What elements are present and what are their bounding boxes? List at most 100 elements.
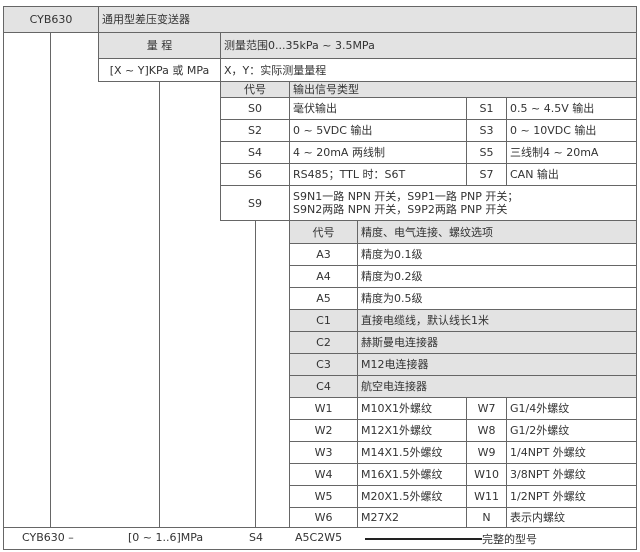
output-code: S1 (466, 97, 507, 120)
option-desc: 精度为0.2级 (357, 265, 637, 288)
output-desc: 毫伏输出 (289, 97, 467, 120)
thread-code-text: W9 (477, 446, 496, 459)
output-code: S3 (466, 119, 507, 142)
thread-desc-text: M27X2 (361, 511, 400, 524)
output-code: S2 (220, 119, 290, 142)
output-desc: 三线制4 ~ 20mA (506, 141, 637, 164)
output-code-text: S3 (479, 124, 494, 137)
example-row (3, 527, 637, 550)
example-output: S4 (249, 531, 263, 544)
divider-line (255, 220, 256, 527)
output-code-header: 代号 (220, 81, 290, 98)
example-options: A5C2W5 (295, 531, 343, 544)
range-desc-cell: 测量范围0...35kPa ~ 3.5MPa (220, 32, 637, 59)
output-code-header-text: 代号 (244, 83, 266, 96)
thread-desc: 3/8NPT 外螺纹 (506, 463, 637, 486)
output-code-text: S1 (479, 102, 494, 115)
option-desc: 直接电缆线，默认线长1米 (357, 309, 637, 332)
s9-desc-line: S9N2两路 NPN 开关，S9P2两路 PNP 开关 (293, 203, 508, 216)
thread-desc: M10X1外螺纹 (357, 397, 467, 420)
range-label-cell: 量 程 (98, 32, 221, 59)
thread-code-text: W5 (314, 490, 333, 503)
range-desc-cell-text: 测量范围0...35kPa ~ 3.5MPa (224, 39, 375, 52)
output-desc-text: 4 ~ 20mA 两线制 (293, 146, 385, 159)
range-format-cell: [X ~ Y]KPa 或 MPa (98, 58, 221, 82)
thread-code: N (466, 507, 507, 528)
option-code: C4 (289, 375, 358, 398)
output-code: S7 (466, 163, 507, 186)
option-desc: 赫斯曼电连接器 (357, 331, 637, 354)
thread-desc: M12X1外螺纹 (357, 419, 467, 442)
output-desc: RS485；TTL 时：S6T (289, 163, 467, 186)
output-title: 输出信号类型 (289, 81, 637, 98)
option-desc-text: 直接电缆线，默认线长1米 (361, 314, 489, 327)
options-code-header: 代号 (289, 220, 358, 244)
options-code-header-text: 代号 (312, 225, 335, 239)
thread-desc-text: M12X1外螺纹 (361, 424, 433, 437)
thread-code-text: W11 (474, 490, 499, 503)
thread-code: W6 (289, 507, 358, 528)
option-code-text: C3 (316, 358, 331, 371)
example-model: CYB630 – (22, 531, 74, 544)
output-desc: 4 ~ 20mA 两线制 (289, 141, 467, 164)
thread-desc-text: 表示内螺纹 (510, 511, 565, 524)
option-code-text: A4 (316, 270, 331, 283)
s9-desc-line: S9N1一路 NPN 开关，S9P1一路 PNP 开关； (293, 190, 519, 203)
option-desc-text: 精度为0.1级 (361, 248, 423, 261)
option-code: C3 (289, 353, 358, 376)
output-code: S4 (220, 141, 290, 164)
thread-desc: G1/4外螺纹 (506, 397, 637, 420)
output-code-text: S7 (479, 168, 494, 181)
output-desc-text: 毫伏输出 (293, 102, 337, 115)
output-code-text: S6 (248, 168, 262, 181)
example-range: [0 ~ 1..6]MPa (128, 531, 204, 544)
thread-desc-text: 1/2NPT 外螺纹 (510, 490, 586, 503)
thread-code: W2 (289, 419, 358, 442)
thread-desc: 1/2NPT 外螺纹 (506, 485, 637, 508)
option-code: C2 (289, 331, 358, 354)
thread-desc: 表示内螺纹 (506, 507, 637, 528)
output-code-text: S0 (248, 102, 262, 115)
output-desc-text: 0 ~ 10VDC 输出 (510, 124, 597, 137)
output-desc: 0 ~ 5VDC 输出 (289, 119, 467, 142)
thread-desc: M14X1.5外螺纹 (357, 441, 467, 464)
output-code-text: S9 (248, 196, 262, 210)
option-code-text: A3 (316, 248, 331, 261)
output-desc: CAN 输出 (506, 163, 637, 186)
option-code: A5 (289, 287, 358, 310)
output-code: S6 (220, 163, 290, 186)
thread-code: W1 (289, 397, 358, 420)
product-name-cell: 通用型差压变送器 (98, 6, 637, 33)
output-desc-text: 三线制4 ~ 20mA (510, 146, 599, 159)
output-desc-text: 0.5 ~ 4.5V 输出 (510, 102, 595, 115)
thread-desc: M20X1.5外螺纹 (357, 485, 467, 508)
example-caption: 完整的型号 (482, 533, 537, 546)
output-code: S5 (466, 141, 507, 164)
output-desc: 0 ~ 10VDC 输出 (506, 119, 637, 142)
output-desc-text: CAN 输出 (510, 168, 559, 181)
thread-desc: 1/4NPT 外螺纹 (506, 441, 637, 464)
thread-desc: M27X2 (357, 507, 467, 528)
output-desc-text: 0 ~ 5VDC 输出 (293, 124, 373, 137)
option-code: C1 (289, 309, 358, 332)
output-code-text: S2 (248, 124, 262, 137)
thread-code: W5 (289, 485, 358, 508)
option-desc: 精度为0.5级 (357, 287, 637, 310)
thread-desc: G1/2外螺纹 (506, 419, 637, 442)
thread-code-text: W10 (474, 468, 499, 481)
output-code-text: S4 (248, 146, 262, 159)
thread-desc: M16X1.5外螺纹 (357, 463, 467, 486)
output-code: S0 (220, 97, 290, 120)
thread-code-text: W2 (314, 424, 333, 437)
thread-desc-text: M20X1.5外螺纹 (361, 490, 443, 503)
output-desc: 0.5 ~ 4.5V 输出 (506, 97, 637, 120)
option-code-text: C4 (316, 380, 331, 393)
option-desc: M12电连接器 (357, 353, 637, 376)
options-title-text: 精度、电气连接、螺纹选项 (361, 225, 493, 239)
thread-desc-text: G1/4外螺纹 (510, 402, 570, 415)
option-desc-text: 航空电连接器 (361, 380, 427, 393)
thread-code: W7 (466, 397, 507, 420)
thread-desc-text: 3/8NPT 外螺纹 (510, 468, 586, 481)
thread-desc-text: 1/4NPT 外螺纹 (510, 446, 586, 459)
output-desc-text: RS485；TTL 时：S6T (293, 168, 406, 181)
